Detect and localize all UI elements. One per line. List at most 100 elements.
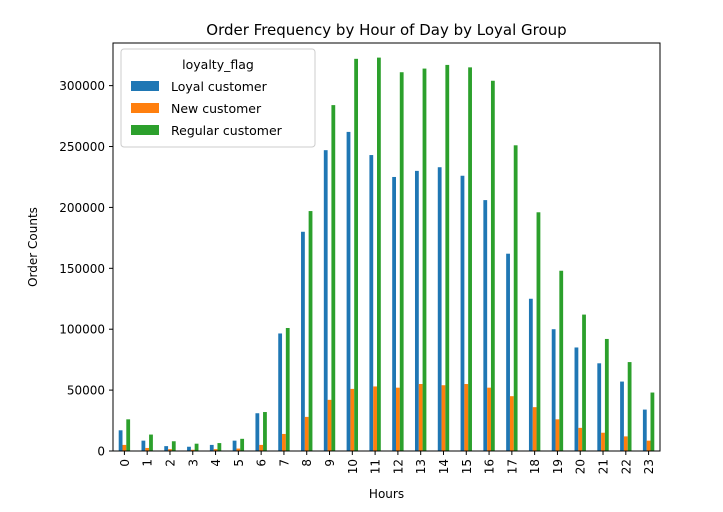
bar-new-customer-hour-15 [464, 384, 469, 451]
x-tick-label: 23 [642, 459, 656, 474]
bar-regular-customer-hour-2 [171, 441, 176, 451]
y-axis-ticks: 0 50000 100000 150000 200000 250000 300000 [59, 79, 113, 459]
bar-regular-customer-hour-12 [399, 72, 404, 451]
x-tick-label: 13 [414, 459, 428, 474]
bar-new-customer-hour-13 [418, 384, 423, 451]
bar-loyal-customer-hour-23 [642, 409, 647, 451]
legend-label-regular-customer: Regular customer [171, 123, 283, 138]
bar-regular-customer-hour-23 [650, 392, 655, 451]
bar-new-customer-hour-18 [532, 407, 537, 451]
plot-frame [112, 42, 661, 452]
legend-swatch-regular-customer [131, 125, 159, 135]
y-tick-label: 0 [97, 445, 105, 459]
bar-new-customer-hour-17 [509, 396, 514, 451]
x-tick-label: 2 [163, 459, 177, 467]
x-tick-label: 1 [141, 459, 155, 467]
bar-new-customer-hour-5 [236, 448, 241, 451]
bar-regular-customer-hour-22 [627, 362, 632, 451]
bar-regular-customer-hour-8 [308, 211, 313, 451]
x-tick-label: 14 [437, 459, 451, 474]
bar-new-customer-hour-2 [168, 449, 172, 451]
bar-loyal-customer-hour-6 [255, 413, 260, 451]
y-tick-label: 150000 [59, 262, 105, 276]
bar-loyal-customer-hour-22 [620, 381, 624, 451]
bar-regular-customer-hour-17 [513, 145, 518, 452]
y-tick-label: 50000 [67, 384, 105, 398]
x-tick-label: 18 [528, 459, 542, 474]
bar-loyal-customer-hour-14 [437, 167, 442, 452]
bar-new-customer-hour-4 [213, 449, 218, 451]
bar-regular-customer-hour-0 [126, 419, 131, 451]
bar-loyal-customer-hour-21 [597, 363, 602, 451]
x-tick-label: 4 [209, 459, 223, 467]
bar-regular-customer-hour-4 [217, 443, 222, 451]
y-tick-label: 200000 [59, 201, 105, 215]
x-tick-label: 12 [391, 459, 405, 474]
bar-new-customer-hour-20 [578, 427, 583, 451]
x-tick-label: 20 [574, 459, 588, 474]
bar-regular-customer-hour-1 [149, 434, 153, 451]
bar-loyal-customer-hour-12 [392, 176, 396, 451]
bar-regular-customer-hour-19 [559, 270, 564, 451]
bar-loyal-customer-hour-8 [301, 231, 305, 451]
bar-new-customer-hour-7 [282, 433, 286, 451]
bar-regular-customer-hour-20 [582, 314, 586, 451]
x-tick-label: 9 [323, 459, 337, 467]
x-tick-label: 8 [300, 459, 314, 467]
x-tick-label: 6 [255, 459, 269, 467]
bar-new-customer-hour-19 [555, 419, 560, 451]
bar-loyal-customer-hour-10 [346, 131, 351, 451]
bar-regular-customer-hour-5 [240, 438, 245, 451]
bar-loyal-customer-hour-15 [460, 175, 465, 451]
x-tick-label: 10 [346, 459, 360, 474]
x-tick-label: 19 [551, 459, 565, 474]
bar-loyal-customer-hour-7 [278, 333, 283, 451]
legend: loyalty_flag Loyal customer New customer R… [120, 48, 316, 148]
bar-loyal-customer-hour-13 [414, 170, 419, 451]
bar-loyal-customer-hour-3 [187, 446, 191, 451]
bar-loyal-customer-hour-17 [506, 253, 510, 451]
bar-regular-customer-hour-10 [354, 58, 359, 451]
y-axis-label: Order Counts [26, 207, 40, 287]
bar-loyal-customer-hour-18 [528, 298, 533, 451]
bar-regular-customer-hour-18 [536, 212, 541, 451]
bar-regular-customer-hour-16 [490, 80, 495, 451]
bar-new-customer-hour-14 [441, 385, 446, 451]
y-tick-label: 300000 [59, 79, 105, 93]
x-tick-label: 16 [483, 459, 497, 474]
x-tick-label: 21 [597, 459, 611, 474]
bar-new-customer-hour-21 [601, 432, 605, 451]
bar-loyal-customer-hour-9 [323, 150, 328, 451]
bar-loyal-customer-hour-2 [164, 446, 169, 451]
bar-new-customer-hour-11 [373, 386, 377, 451]
y-tick-label: 100000 [59, 323, 105, 337]
bar-new-customer-hour-22 [623, 436, 628, 451]
bar-loyal-customer-hour-4 [209, 444, 214, 451]
legend-box [120, 48, 316, 148]
bar-loyal-customer-hour-16 [483, 200, 488, 451]
bar-new-customer-hour-1 [145, 447, 150, 451]
x-tick-label: 22 [619, 459, 633, 474]
bar-new-customer-hour-3 [190, 449, 195, 451]
bar-regular-customer-hour-13 [422, 68, 427, 451]
legend-label-new-customer: New customer [171, 101, 262, 116]
bar-loyal-customer-hour-11 [369, 155, 374, 452]
x-tick-label: 7 [277, 459, 291, 467]
bar-loyal-customer-hour-5 [232, 440, 237, 451]
x-tick-label: 11 [369, 459, 383, 474]
legend-swatch-new-customer [131, 103, 159, 113]
bar-regular-customer-hour-15 [468, 67, 472, 452]
bar-regular-customer-hour-3 [194, 443, 199, 451]
x-tick-label: 3 [186, 459, 200, 467]
bar-new-customer-hour-0 [122, 444, 127, 451]
bar-regular-customer-hour-7 [285, 327, 290, 451]
bar-new-customer-hour-16 [487, 387, 491, 451]
legend-label-loyal-customer: Loyal customer [171, 79, 268, 94]
legend-swatch-loyal-customer [131, 81, 159, 91]
bar-new-customer-hour-10 [350, 388, 355, 451]
bar-regular-customer-hour-6 [263, 412, 267, 451]
bar-loyal-customer-hour-19 [551, 329, 556, 451]
y-tick-label: 250000 [59, 140, 105, 154]
